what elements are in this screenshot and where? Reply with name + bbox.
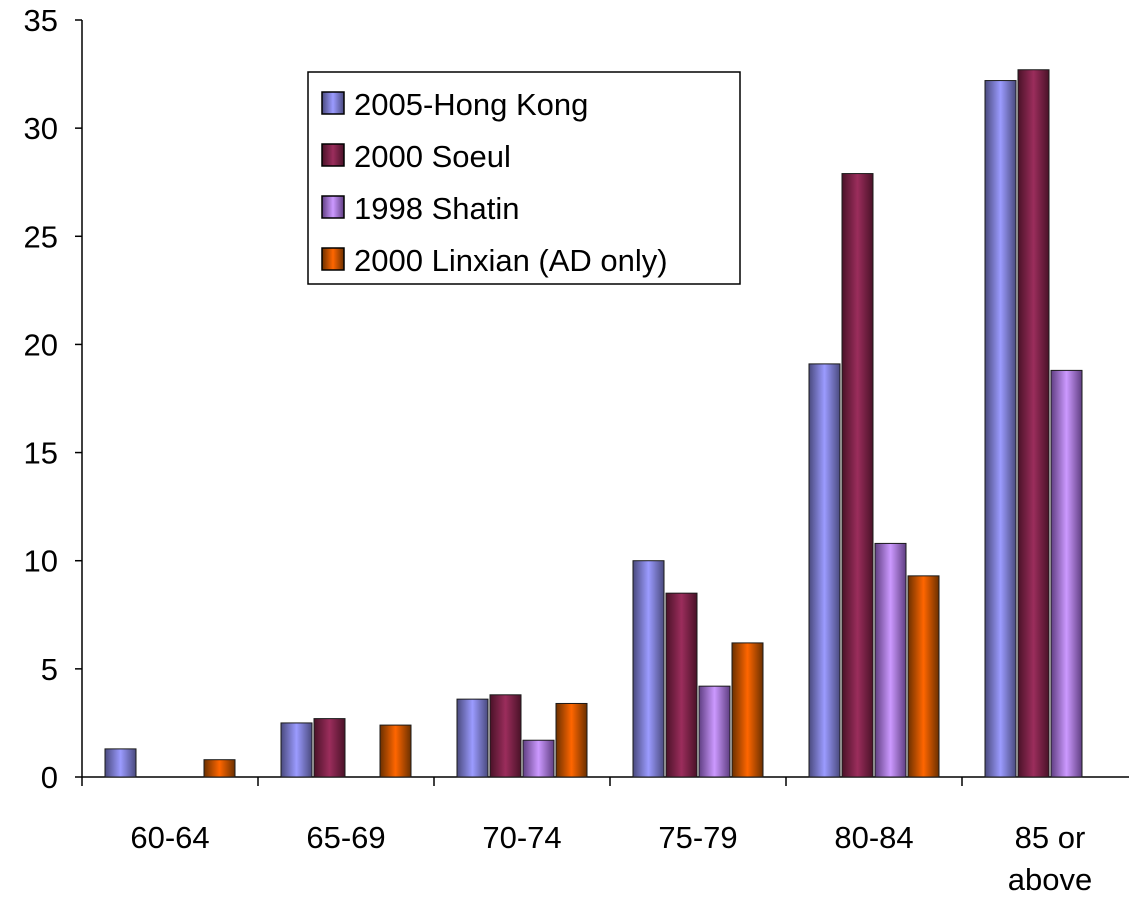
bar bbox=[1017, 69, 1050, 778]
bar bbox=[280, 722, 313, 778]
legend-swatch bbox=[321, 143, 345, 167]
x-tick-label: 65-69 bbox=[306, 820, 385, 855]
bar bbox=[555, 702, 588, 778]
y-axis: 0 5 10 15 20 25 30 35 bbox=[24, 3, 83, 795]
y-tick-label: 30 bbox=[24, 111, 58, 146]
x-tick-label: 60-64 bbox=[130, 820, 209, 855]
bar bbox=[665, 592, 698, 778]
bar bbox=[489, 694, 522, 778]
bar bbox=[808, 363, 841, 778]
legend-swatch bbox=[321, 91, 345, 115]
bar bbox=[698, 685, 731, 778]
bar bbox=[203, 759, 236, 778]
bar bbox=[632, 560, 665, 778]
bar bbox=[731, 642, 764, 778]
x-tick-label: 85 or above bbox=[1008, 820, 1092, 897]
legend-swatch bbox=[321, 247, 345, 271]
bar bbox=[522, 739, 555, 778]
y-tick-label: 0 bbox=[41, 760, 58, 795]
bar bbox=[313, 718, 346, 778]
x-tick-label: 70-74 bbox=[482, 820, 561, 855]
bar bbox=[104, 748, 137, 778]
bars bbox=[104, 69, 1083, 778]
x-axis: 60-64 65-69 70-74 75-79 80-84 85 or above bbox=[81, 776, 1129, 897]
y-tick-label: 35 bbox=[24, 3, 58, 38]
legend: 2005-Hong Kong 2000 Soeul 1998 Shatin 2000 … bbox=[307, 71, 741, 285]
x-tick-label: 75-79 bbox=[658, 820, 737, 855]
legend-label: 2005-Hong Kong bbox=[354, 87, 588, 122]
legend-label: 2000 Linxian (AD only) bbox=[354, 243, 668, 278]
y-tick-label: 20 bbox=[24, 327, 58, 362]
legend-box bbox=[307, 71, 741, 285]
y-tick-label: 25 bbox=[24, 219, 58, 254]
x-tick-label: 80-84 bbox=[834, 820, 913, 855]
legend-label: 1998 Shatin bbox=[354, 191, 519, 226]
bar bbox=[379, 724, 412, 778]
bar bbox=[841, 173, 874, 778]
y-tick-label: 10 bbox=[24, 544, 58, 579]
bar bbox=[1050, 369, 1083, 778]
legend-swatch bbox=[321, 195, 345, 219]
y-tick-label: 15 bbox=[24, 436, 58, 471]
bar bbox=[984, 80, 1017, 778]
y-tick-label: 5 bbox=[41, 652, 58, 687]
legend-label: 2000 Soeul bbox=[354, 139, 511, 174]
bar bbox=[907, 575, 940, 778]
bar bbox=[456, 698, 489, 778]
bar bbox=[874, 542, 907, 778]
